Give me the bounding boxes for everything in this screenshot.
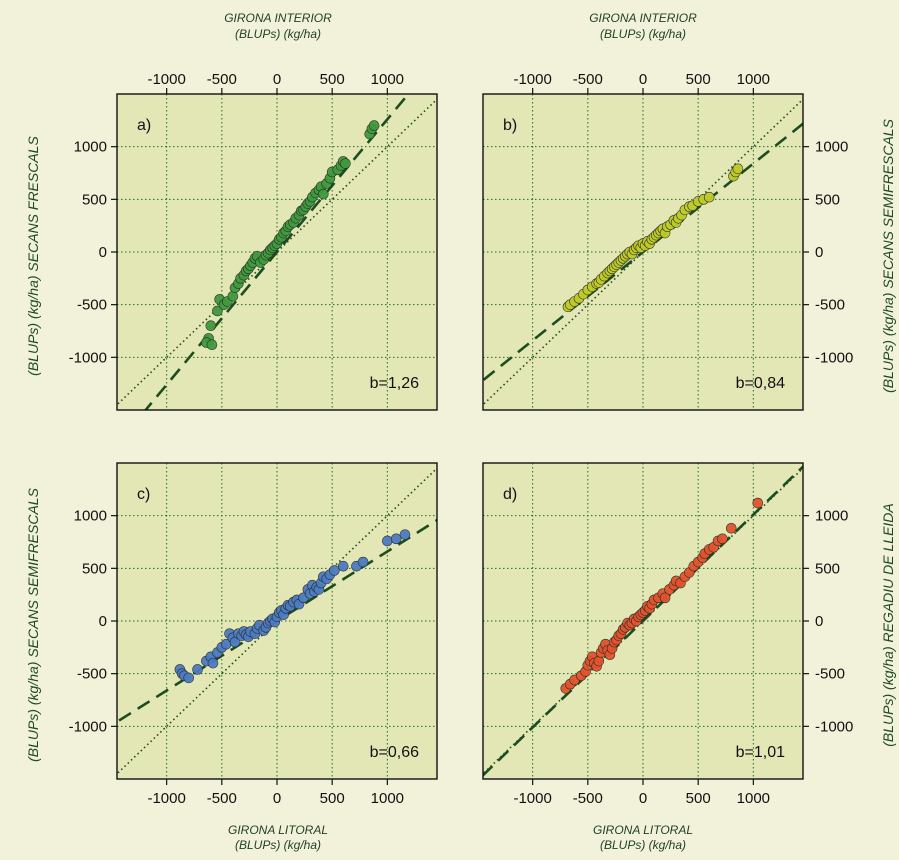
y-tick-label: 0 — [99, 244, 107, 261]
top-title-1a: GIRONA INTERIOR — [224, 11, 332, 25]
y-tick-label: -500 — [815, 297, 845, 314]
x-tick-label: -1000 — [513, 790, 551, 807]
data-point — [382, 535, 393, 547]
data-point — [183, 672, 195, 684]
slope-label: b=1,01 — [736, 744, 785, 761]
data-point — [207, 657, 219, 669]
panels: -1000 -500 0 500 1000 1000 500 0 -500 -1000 a) b=1,… — [69, 71, 854, 807]
data-point — [732, 163, 744, 175]
panel-label: b) — [503, 117, 517, 134]
y-tick-label: -500 — [77, 297, 107, 314]
x-tick-label: 1000 — [371, 71, 404, 88]
data-point — [659, 592, 671, 604]
panel-b: -1000 -500 0 500 1000 1000 500 0 -500 -1000 b) b=0,… — [482, 71, 853, 411]
x-tick-label: 500 — [686, 790, 711, 807]
slope-label: b=0,84 — [736, 375, 785, 392]
y-tick-label: 500 — [815, 191, 840, 208]
x-tick-label: 0 — [639, 790, 647, 807]
data-point — [192, 664, 203, 675]
y-tick-label: 0 — [815, 244, 823, 261]
x-tick-label: 500 — [686, 71, 711, 88]
plot-area — [483, 464, 803, 778]
data-point — [340, 158, 351, 169]
panel-label: c) — [137, 486, 150, 503]
slope-label: b=0,66 — [370, 744, 419, 761]
x-tick-label: -1000 — [147, 790, 185, 807]
panel-c: -1000 -500 0 500 1000 1000 500 0 -500 -1000 c) b=0,… — [69, 462, 438, 807]
regression-line — [143, 94, 411, 410]
top-title-2a: (BLUPs) (kg/ha) — [235, 27, 321, 41]
data-point — [368, 120, 380, 131]
data-point — [212, 305, 223, 317]
y-tick-label: 1000 — [815, 508, 848, 525]
y-tick-label: 1000 — [815, 139, 848, 156]
x-tick-label: 500 — [320, 790, 345, 807]
plot-area — [117, 94, 437, 410]
regression-line — [483, 464, 803, 778]
data-point — [329, 565, 340, 576]
top-title-2b: (BLUPs) (kg/ha) — [600, 27, 686, 41]
y-tick-label: 0 — [815, 613, 823, 630]
y-tick-label: -1000 — [69, 349, 107, 366]
right-bottom-label: (BLUPs) (kg/ha) REGADIU DE LLEIDA — [880, 503, 896, 747]
x-tick-label: -1000 — [513, 71, 551, 88]
y-tick-label: -500 — [815, 666, 845, 683]
data-point — [703, 191, 715, 203]
data-point — [725, 523, 737, 534]
x-tick-label: -500 — [573, 71, 603, 88]
bottom-title-1b: GIRONA LITORAL — [593, 823, 693, 837]
y-tick-label: -500 — [77, 666, 107, 683]
y-tick-label: 500 — [815, 560, 840, 577]
data-point — [205, 320, 217, 332]
slope-label: b=1,26 — [370, 375, 419, 392]
y-tick-label: 0 — [99, 613, 107, 630]
x-tick-label: -500 — [207, 790, 237, 807]
x-tick-label: 500 — [320, 71, 345, 88]
data-point — [318, 188, 329, 200]
y-tick-label: -1000 — [815, 718, 853, 735]
bottom-title-1a: GIRONA LITORAL — [228, 823, 328, 837]
data-point — [337, 560, 349, 572]
data-point — [390, 533, 402, 545]
x-tick-label: 1000 — [737, 790, 770, 807]
y-tick-label: -1000 — [815, 349, 853, 366]
x-tick-label: -500 — [207, 71, 237, 88]
data-point — [752, 497, 764, 509]
top-title-1b: GIRONA INTERIOR — [589, 11, 697, 25]
data-point — [357, 556, 369, 568]
panel-d: -1000 -500 0 500 1000 1000 500 0 -500 -1000 d) b=1,… — [482, 462, 853, 807]
data-point — [399, 529, 411, 540]
x-tick-label: 0 — [639, 71, 647, 88]
panel-label: d) — [503, 486, 517, 503]
bottom-title-2b: (BLUPs) (kg/ha) — [600, 838, 686, 852]
y-tick-label: 500 — [82, 191, 107, 208]
bottom-title-2a: (BLUPs) (kg/ha) — [235, 838, 321, 852]
panel-label: a) — [137, 117, 151, 134]
y-tick-label: 500 — [82, 560, 107, 577]
y-tick-label: 1000 — [74, 139, 107, 156]
x-tick-label: 0 — [273, 790, 281, 807]
panel-a: -1000 -500 0 500 1000 1000 500 0 -500 -1000 a) b=1,… — [69, 71, 438, 411]
data-point — [206, 339, 218, 350]
x-tick-label: 0 — [273, 71, 281, 88]
y-tick-label: -1000 — [69, 718, 107, 735]
y-tick-label: 1000 — [74, 508, 107, 525]
right-top-label: (BLUPs) (kg/ha) SECANS SEMIFRESCALS — [880, 118, 896, 393]
plot-area — [483, 98, 803, 406]
left-top-label: (BLUPs) (kg/ha) SECANS FRESCALS — [25, 136, 41, 376]
x-tick-label: -500 — [573, 790, 603, 807]
left-bottom-label: (BLUPs) (kg/ha) SECANS SEMIFRESCALS — [25, 487, 41, 762]
data-point — [717, 533, 728, 545]
plot-area — [117, 467, 437, 775]
x-tick-label: -1000 — [147, 71, 185, 88]
x-tick-label: 1000 — [737, 71, 770, 88]
x-tick-label: 1000 — [371, 790, 404, 807]
